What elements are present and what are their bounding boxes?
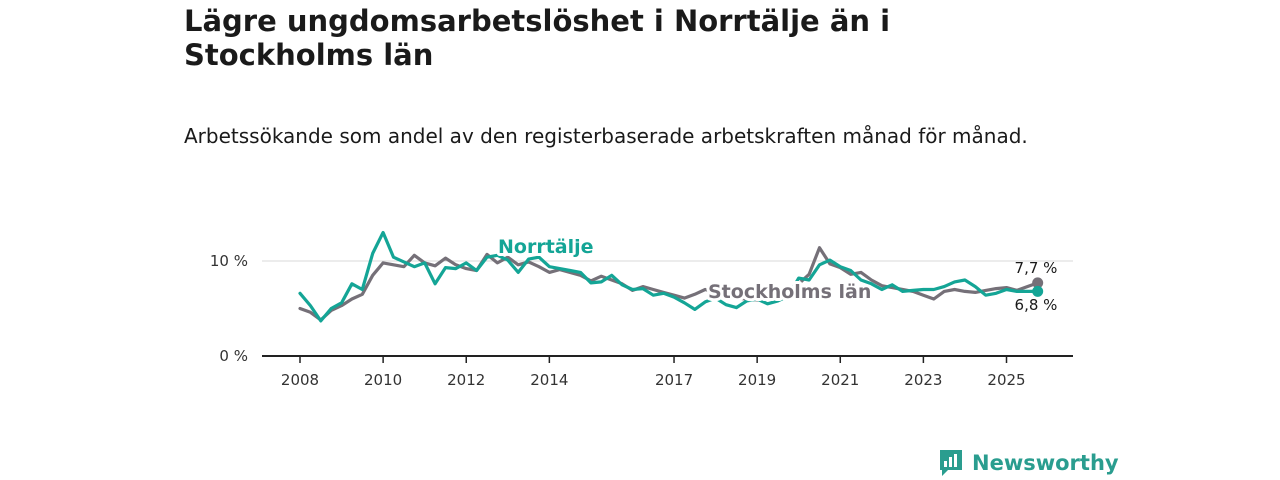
brand-name: Newsworthy [972,451,1119,475]
series-label-stockholm: Stockholms län [708,281,871,303]
series-label-stockholm-halo: Stockholms län [708,281,871,303]
x-tick-label: 2008 [281,371,319,389]
x-tick-label: 2017 [655,371,693,389]
series-line-stockholm [298,246,1040,322]
x-tick-label: 2012 [447,371,485,389]
x-tick-label: 2010 [364,371,402,389]
x-tick-label: 2021 [821,371,859,389]
series-label-norrtalje-halo: Norrtälje [498,236,594,258]
y-tick-label: 0 % [219,347,248,365]
x-tick-label: 2023 [904,371,942,389]
x-tick-label: 2025 [987,371,1025,389]
series-endpoint-stockholm [1032,277,1044,289]
x-tick-label: 2019 [738,371,776,389]
chart-title: Lägre ungdomsarbetslöshet i Norrtälje än… [184,4,891,72]
end-label-norrtalje: 6,8 % [1015,296,1058,314]
series-endpoint-norrtalje [1032,285,1044,297]
brand-logo: Newsworthy [938,448,1119,478]
end-label-stockholm: 7,7 % [1015,259,1058,277]
x-tick-label: 2014 [530,371,568,389]
y-tick-label: 10 % [210,252,248,270]
chart-subtitle: Arbetssökande som andel av den registerb… [184,124,1028,148]
series-label-norrtalje: Norrtälje [498,236,594,258]
newsworthy-logo-icon [940,450,962,476]
series-line-norrtalje [298,230,1040,323]
